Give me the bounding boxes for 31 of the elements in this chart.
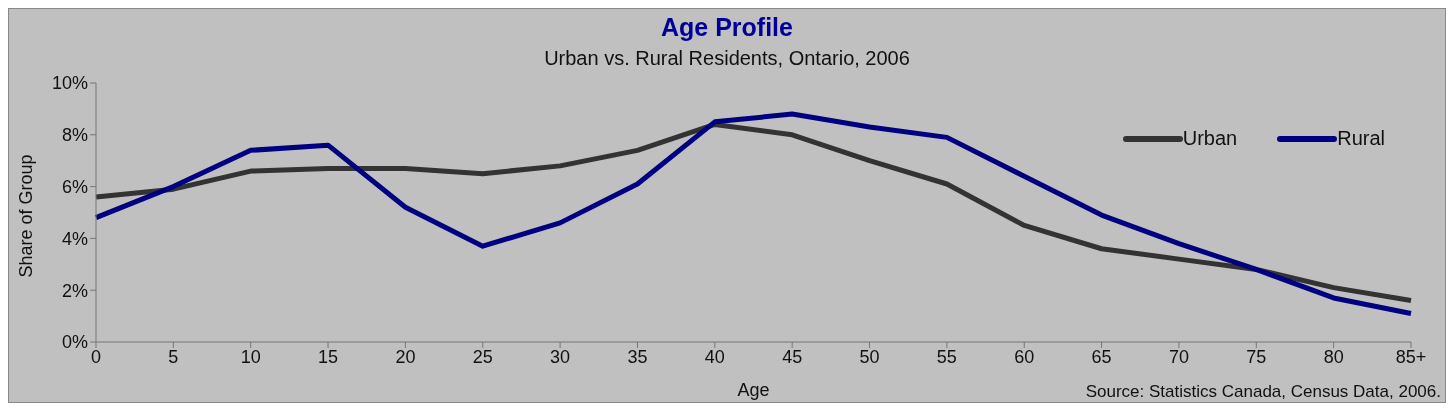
y-tick-label: 10% xyxy=(51,73,88,94)
x-tick-label: 70 xyxy=(1168,346,1189,367)
x-tick-label: 75 xyxy=(1246,346,1267,367)
source-note: Source: Statistics Canada, Census Data, 2006. xyxy=(1085,382,1441,402)
x-tick-label: 0 xyxy=(90,346,102,367)
x-tick-label: 65 xyxy=(1091,346,1112,367)
legend-label: Rural xyxy=(1337,127,1385,150)
legend-label: Urban xyxy=(1182,127,1238,150)
chart-subtitle: Urban vs. Rural Residents, Ontario, 2006 xyxy=(543,47,911,70)
x-tick-label: 25 xyxy=(472,346,493,367)
y-tick-label: 0% xyxy=(61,332,88,353)
x-tick-label: 15 xyxy=(318,346,339,367)
y-axis-title: Share of Group xyxy=(16,154,37,278)
y-tick-label: 8% xyxy=(61,125,88,146)
chart-title: Age Profile xyxy=(660,13,794,42)
x-tick-label: 80 xyxy=(1323,346,1344,367)
x-tick-label: 40 xyxy=(704,346,725,367)
x-tick-label: 20 xyxy=(395,346,416,367)
x-tick-label: 35 xyxy=(627,346,648,367)
x-tick-label: 5 xyxy=(168,346,179,367)
y-tick-label: 6% xyxy=(61,176,88,197)
x-axis-title: Age xyxy=(737,380,770,400)
y-tick-label: 4% xyxy=(61,228,88,249)
x-tick-label: 10 xyxy=(240,346,261,367)
x-tick-label: 85+ xyxy=(1395,346,1427,367)
x-tick-label: 60 xyxy=(1014,346,1035,367)
x-tick-label: 45 xyxy=(782,346,803,367)
y-tick-label: 2% xyxy=(61,280,88,301)
x-tick-label: 55 xyxy=(936,346,957,367)
x-tick-label: 50 xyxy=(859,346,880,367)
x-tick-label: 30 xyxy=(550,346,571,367)
